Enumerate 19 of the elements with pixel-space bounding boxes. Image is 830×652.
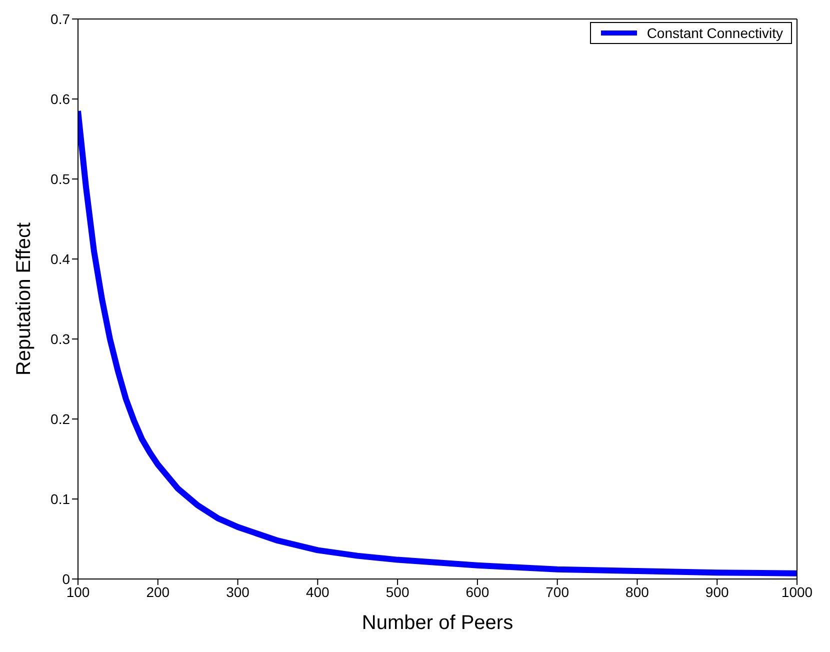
x-tick-label: 200 — [146, 584, 170, 600]
x-tick-label: 1000 — [781, 584, 813, 600]
y-tick-label: 0.5 — [50, 170, 70, 187]
y-tick-label: 0.2 — [50, 410, 70, 427]
y-tick-label: 0.4 — [50, 250, 70, 267]
x-tick-label: 400 — [306, 584, 330, 600]
x-tick-label: 700 — [546, 584, 570, 600]
y-tick-label: 0.1 — [50, 490, 70, 507]
legend-label: Constant Connectivity — [646, 25, 783, 41]
y-axis-title: Reputation Effect — [13, 222, 36, 376]
x-tick-label: 600 — [466, 584, 490, 600]
x-tick-label: 300 — [226, 584, 250, 600]
y-tick-label: 0.3 — [50, 330, 70, 347]
x-tick-label: 900 — [705, 584, 730, 600]
x-axis-title: Number of Peers — [362, 612, 514, 634]
y-tick-label: 0.7 — [50, 10, 70, 27]
x-tick-label: 500 — [386, 584, 410, 600]
x-tick-label: 800 — [626, 584, 650, 600]
y-tick-label: 0.6 — [50, 90, 70, 107]
